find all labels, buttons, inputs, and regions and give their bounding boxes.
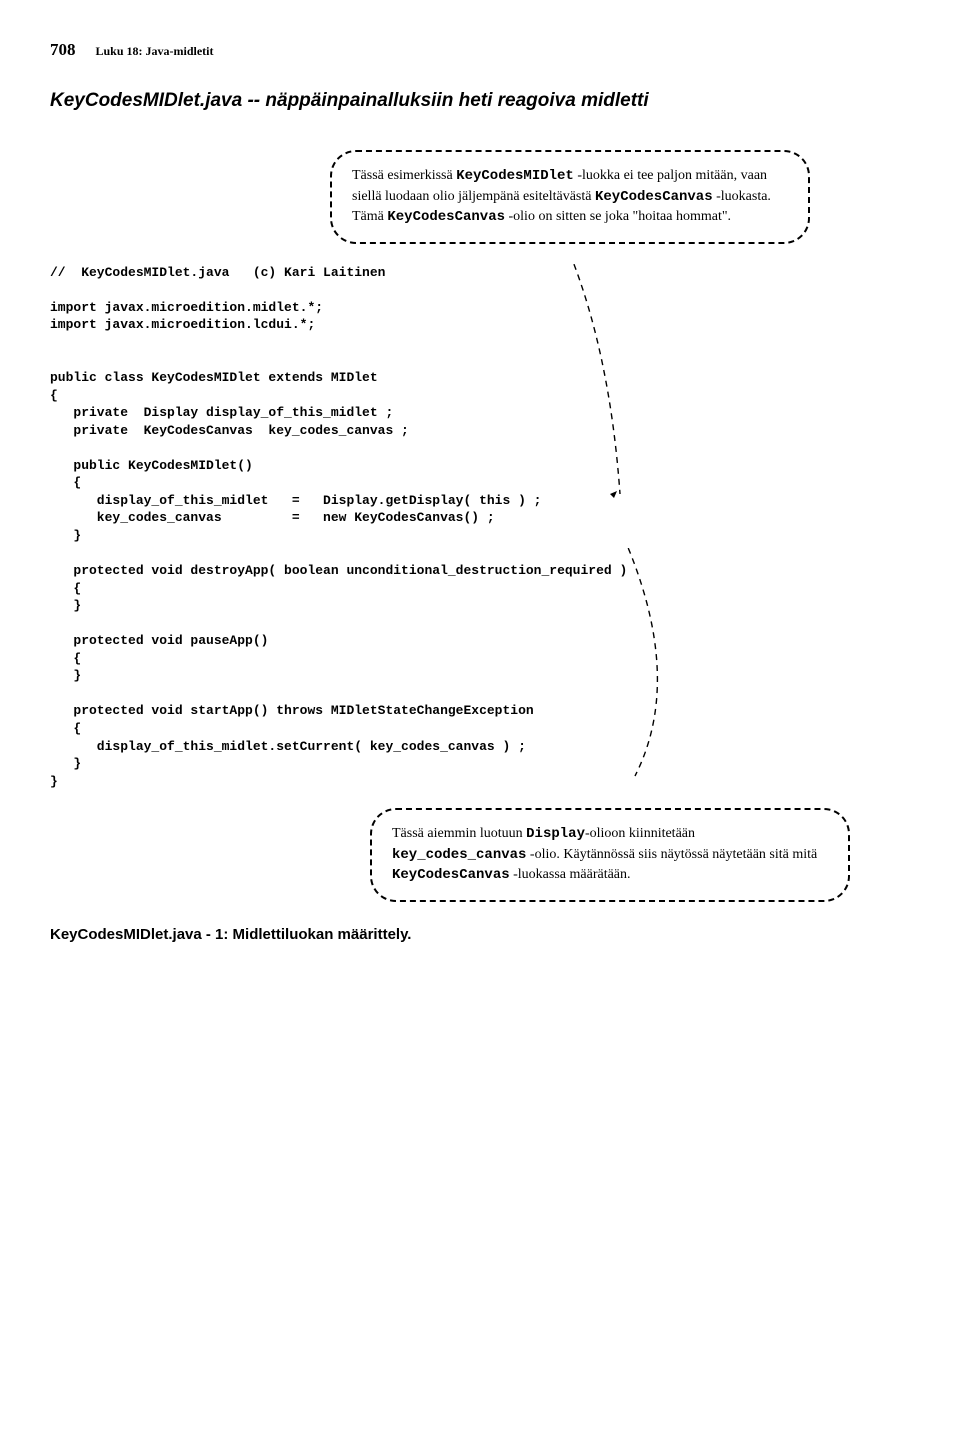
callout-mono: KeyCodesCanvas: [392, 867, 510, 883]
page-header: 708 Luku 18: Java-midletit: [50, 40, 910, 60]
callout-mono: KeyCodesCanvas: [387, 209, 505, 225]
figure-caption: KeyCodesMIDlet.java - 1: Midlettiluokan …: [50, 926, 910, 943]
callout-mono: Display: [526, 826, 585, 842]
callout-text: -luokassa määrätään.: [510, 867, 631, 882]
callout-text: Tässä aiemmin luotuun: [392, 826, 526, 841]
callout-mono: KeyCodesCanvas: [595, 189, 713, 205]
callout-top: Tässä esimerkissä KeyCodesMIDlet -luokka…: [330, 150, 810, 244]
callout-bottom: Tässä aiemmin luotuun Display-olioon kii…: [370, 808, 850, 902]
callout-text: Tässä esimerkissä: [352, 168, 456, 183]
callout-text: -olio on sitten se joka "hoitaa hommat".: [505, 209, 731, 224]
callout-mono: key_codes_canvas: [392, 847, 526, 863]
callout-text: -olioon kiinnitetään: [585, 826, 695, 841]
callout-mono: KeyCodesMIDlet: [456, 168, 574, 184]
callout-text: -olio. Käytännössä siis näytössä näytetä…: [526, 847, 817, 862]
code-block: // KeyCodesMIDlet.java (c) Kari Laitinen…: [50, 264, 910, 790]
page-number: 708: [50, 40, 76, 60]
section-title: KeyCodesMIDlet.java -- näppäinpainalluks…: [50, 90, 910, 112]
chapter-label: Luku 18: Java-midletit: [96, 44, 214, 59]
